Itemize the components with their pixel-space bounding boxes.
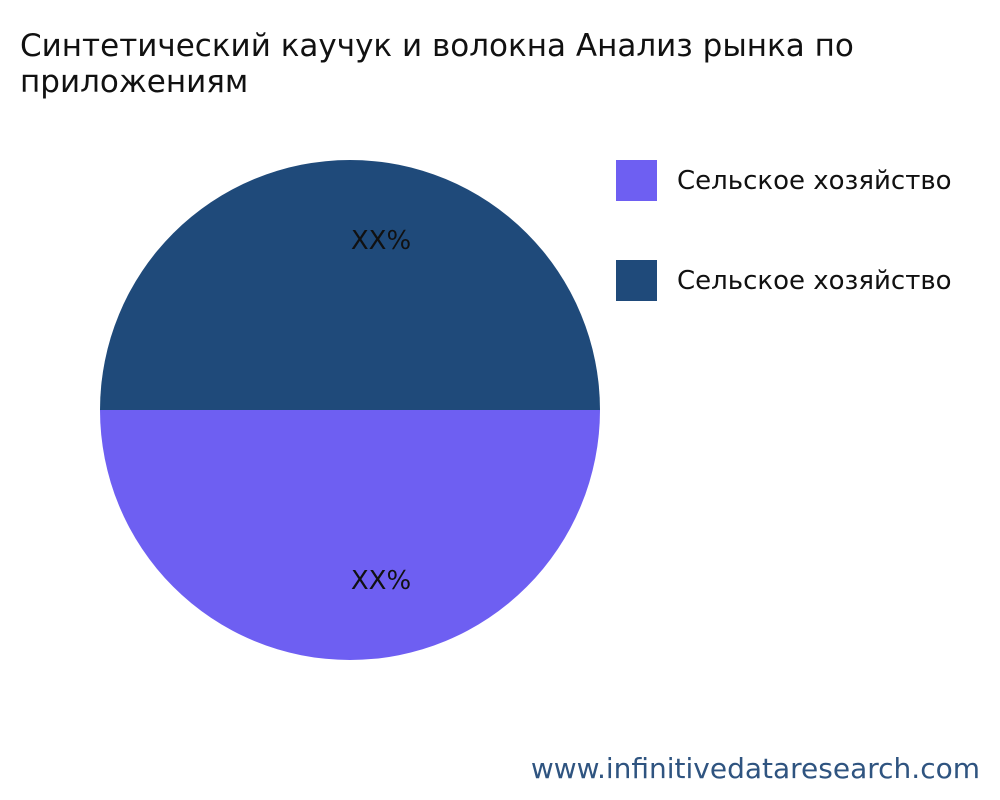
legend-swatch — [616, 260, 657, 301]
legend-label: Сельское хозяйство — [677, 265, 952, 296]
legend-item[interactable]: Сельское хозяйство — [616, 260, 952, 301]
slice-data-label: XX% — [351, 226, 411, 256]
legend-swatch — [616, 160, 657, 201]
watermark: www.infinitivedataresearch.com — [530, 752, 980, 785]
legend-label: Сельское хозяйство — [677, 165, 952, 196]
chart-title: Синтетический каучук и волокна Анализ ры… — [20, 28, 854, 100]
pie-slice[interactable] — [100, 410, 600, 660]
slice-data-label: XX% — [351, 566, 411, 596]
legend-item[interactable]: Сельское хозяйство — [616, 160, 952, 201]
pie-slice[interactable] — [100, 160, 600, 410]
